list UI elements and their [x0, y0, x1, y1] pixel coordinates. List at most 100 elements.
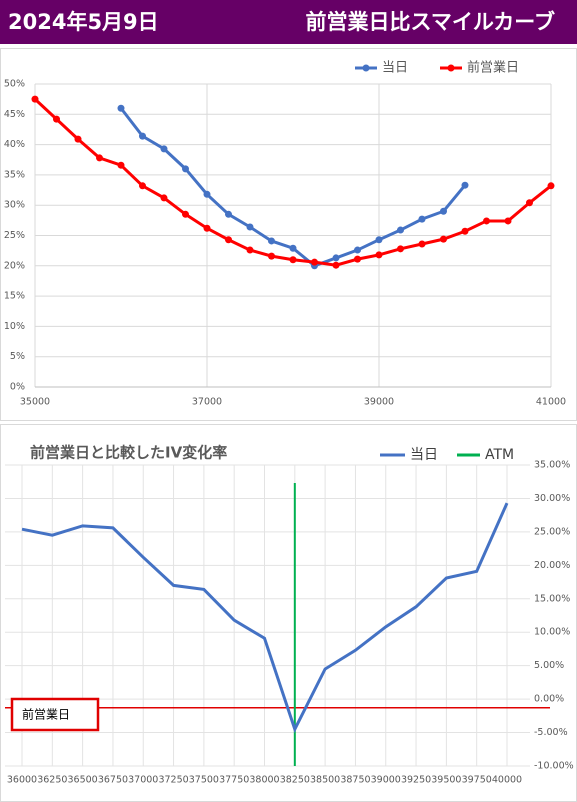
data-point — [268, 252, 275, 260]
data-point — [397, 245, 404, 253]
x-tick-label: 40000 — [492, 775, 522, 786]
y-tick-label: 15.00% — [534, 593, 570, 604]
x-tick-label: 37250 — [158, 775, 188, 786]
legend-label: 当日 — [410, 447, 438, 463]
annotation-box — [10, 697, 100, 732]
data-point — [74, 135, 82, 143]
x-tick-label: 39000 — [371, 775, 401, 786]
chart-frame — [0, 48, 577, 421]
data-point — [375, 251, 383, 259]
y-tick-label: 25% — [4, 230, 25, 241]
data-point — [117, 104, 125, 112]
data-point — [289, 244, 297, 252]
data-point — [139, 132, 146, 140]
y-tick-label: 15% — [4, 291, 25, 302]
y-tick-label: 10.00% — [534, 627, 570, 638]
x-tick-label: 39750 — [462, 775, 492, 786]
x-tick-label: 35000 — [20, 397, 50, 408]
data-point — [268, 237, 275, 245]
data-point — [139, 182, 146, 190]
data-point — [96, 154, 103, 162]
banner-date: 2024年5月9日 — [8, 10, 159, 34]
data-point — [504, 217, 512, 225]
series-line — [119, 107, 467, 268]
x-tick-label: 38250 — [280, 775, 310, 786]
y-tick-label: 30.00% — [534, 493, 570, 504]
x-tick-label: 36500 — [68, 775, 98, 786]
data-point — [182, 165, 189, 173]
x-tick-label: 37750 — [219, 775, 249, 786]
data-point — [160, 145, 168, 153]
x-tick-label: 39500 — [431, 775, 461, 786]
data-point — [246, 223, 254, 231]
y-tick-label: 30% — [4, 200, 25, 211]
legend-label: ATM — [485, 447, 514, 463]
annotation-label: 前営業日 — [22, 707, 70, 722]
y-tick-label: 50% — [4, 79, 25, 90]
legend-label: 当日 — [382, 61, 408, 76]
x-tick-label: 38500 — [310, 775, 340, 786]
x-tick-label: 38750 — [340, 775, 370, 786]
data-point — [483, 217, 490, 225]
y-tick-label: 20% — [4, 260, 25, 271]
data-point — [440, 235, 447, 243]
data-point — [354, 255, 361, 263]
x-tick-label: 39000 — [364, 397, 394, 408]
banner — [0, 0, 577, 44]
chart-frame — [0, 424, 577, 802]
x-tick-label: 36750 — [98, 775, 128, 786]
data-point — [547, 182, 555, 190]
legend-swatch — [447, 64, 455, 72]
y-tick-label: 0% — [10, 382, 25, 393]
y-tick-label: 40% — [4, 139, 25, 150]
data-point — [440, 207, 447, 215]
data-point — [160, 194, 168, 202]
x-tick-label: 38000 — [249, 775, 279, 786]
chart-title: 前営業日と比較したIV変化率 — [30, 444, 227, 462]
data-point — [461, 181, 469, 189]
banner-title: 前営業日比スマイルカーブ — [306, 10, 555, 34]
data-point — [53, 115, 60, 123]
data-point — [375, 236, 383, 244]
data-point — [397, 226, 404, 234]
data-point — [225, 236, 232, 244]
data-point — [526, 199, 533, 207]
data-point — [31, 95, 39, 103]
y-tick-label: 5% — [10, 351, 25, 362]
data-point — [332, 261, 340, 269]
data-point — [418, 240, 426, 248]
data-point — [246, 246, 254, 254]
legend-swatch — [362, 64, 370, 72]
y-tick-label: 20.00% — [534, 560, 570, 571]
data-point — [289, 256, 297, 264]
x-tick-label: 39250 — [401, 775, 431, 786]
y-tick-label: 35.00% — [534, 460, 570, 471]
data-point — [461, 227, 469, 235]
y-tick-label: 0.00% — [534, 694, 564, 705]
data-point — [354, 246, 361, 254]
y-tick-label: -5.00% — [534, 727, 568, 738]
legend-label: 前営業日 — [467, 60, 519, 76]
y-tick-label: -10.00% — [534, 761, 574, 772]
data-point — [203, 224, 211, 232]
x-tick-label: 37000 — [128, 775, 158, 786]
x-tick-label: 37500 — [189, 775, 219, 786]
x-tick-label: 36000 — [7, 775, 37, 786]
data-point — [332, 254, 340, 262]
data-point — [311, 258, 318, 266]
data-point — [182, 210, 189, 218]
data-point — [418, 215, 426, 223]
series-line — [21, 502, 509, 734]
x-tick-label: 41000 — [536, 397, 566, 408]
data-point — [117, 161, 125, 169]
x-tick-label: 36250 — [37, 775, 67, 786]
y-tick-label: 25.00% — [534, 526, 570, 537]
y-tick-label: 45% — [4, 109, 25, 120]
x-tick-label: 37000 — [192, 397, 222, 408]
data-point — [203, 190, 211, 198]
series-line — [33, 98, 552, 267]
data-point — [225, 210, 232, 218]
y-tick-label: 5.00% — [534, 660, 564, 671]
y-tick-label: 10% — [4, 321, 25, 332]
